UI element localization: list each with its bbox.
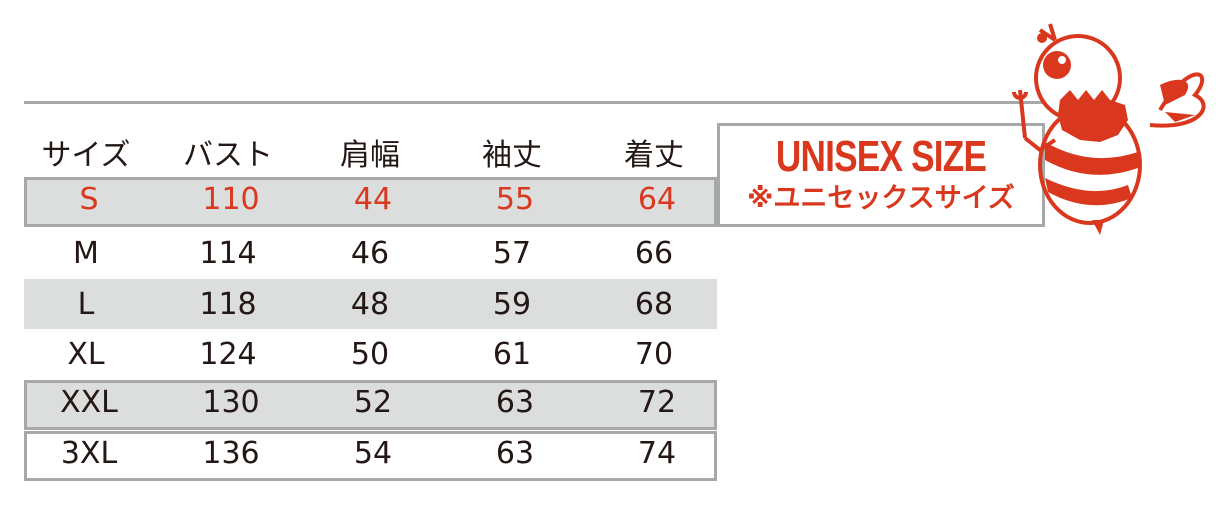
cell-size: XL <box>67 336 105 372</box>
cell-shoulder: 50 <box>350 336 390 372</box>
cell-shoulder: 46 <box>350 235 390 271</box>
cell-sleeve: 61 <box>492 336 532 372</box>
cell-shoulder: 48 <box>350 286 390 322</box>
cell-length: 70 <box>634 336 674 372</box>
header-size: サイズ <box>41 138 131 173</box>
cell-bust: 130 <box>202 384 260 420</box>
cell-shoulder: 44 <box>353 181 393 217</box>
cell-size: S <box>79 181 99 217</box>
table-row: XL 124 50 61 70 <box>24 329 717 379</box>
cell-length: 64 <box>637 181 677 217</box>
cell-size: L <box>77 286 95 322</box>
cell-bust: 118 <box>199 286 257 322</box>
cell-bust: 110 <box>202 181 260 217</box>
badge-subtitle: ※ユニセックスサイズ <box>747 183 1015 214</box>
cell-bust: 114 <box>199 235 257 271</box>
cell-bust: 124 <box>199 336 257 372</box>
table-header: サイズ バスト 肩幅 袖丈 着丈 <box>24 127 717 177</box>
table-row: L 118 48 59 68 <box>24 279 717 329</box>
badge-title: UNISEX SIZE <box>775 132 987 181</box>
cell-sleeve: 63 <box>495 435 535 471</box>
cell-length: 66 <box>634 235 674 271</box>
cell-size: XXL <box>60 384 118 420</box>
cell-length: 74 <box>637 435 677 471</box>
unisex-size-badge: UNISEX SIZE ※ユニセックスサイズ <box>717 123 1045 227</box>
cell-size: 3XL <box>60 435 118 471</box>
header-sleeve: 袖丈 <box>482 138 542 173</box>
cell-sleeve: 57 <box>492 235 532 271</box>
cell-sleeve: 63 <box>495 384 535 420</box>
cell-length: 68 <box>634 286 674 322</box>
cell-length: 72 <box>637 384 677 420</box>
header-length: 着丈 <box>624 138 684 173</box>
cell-shoulder: 54 <box>353 435 393 471</box>
table-row: S 110 44 55 64 <box>24 177 717 227</box>
cell-bust: 136 <box>202 435 260 471</box>
header-shoulder: 肩幅 <box>340 138 400 173</box>
top-divider <box>24 101 1046 104</box>
cell-sleeve: 55 <box>495 181 535 217</box>
table-row: M 114 46 57 66 <box>24 228 717 278</box>
cell-shoulder: 52 <box>353 384 393 420</box>
table-row: 3XL 136 54 63 74 <box>24 431 717 481</box>
table-row: XXL 130 52 63 72 <box>24 380 717 430</box>
cell-sleeve: 59 <box>492 286 532 322</box>
header-bust: バスト <box>183 138 273 173</box>
bee-mascot-with-wrench-icon <box>1012 23 1206 235</box>
cell-size: M <box>73 235 99 271</box>
